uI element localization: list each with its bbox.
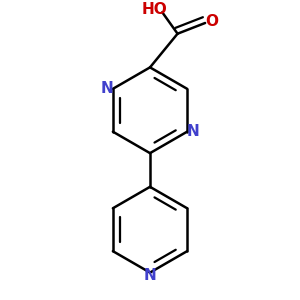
Text: N: N (144, 268, 156, 283)
Text: N: N (187, 124, 200, 139)
Text: N: N (100, 81, 113, 96)
Text: HO: HO (142, 2, 167, 17)
Text: O: O (205, 14, 218, 29)
